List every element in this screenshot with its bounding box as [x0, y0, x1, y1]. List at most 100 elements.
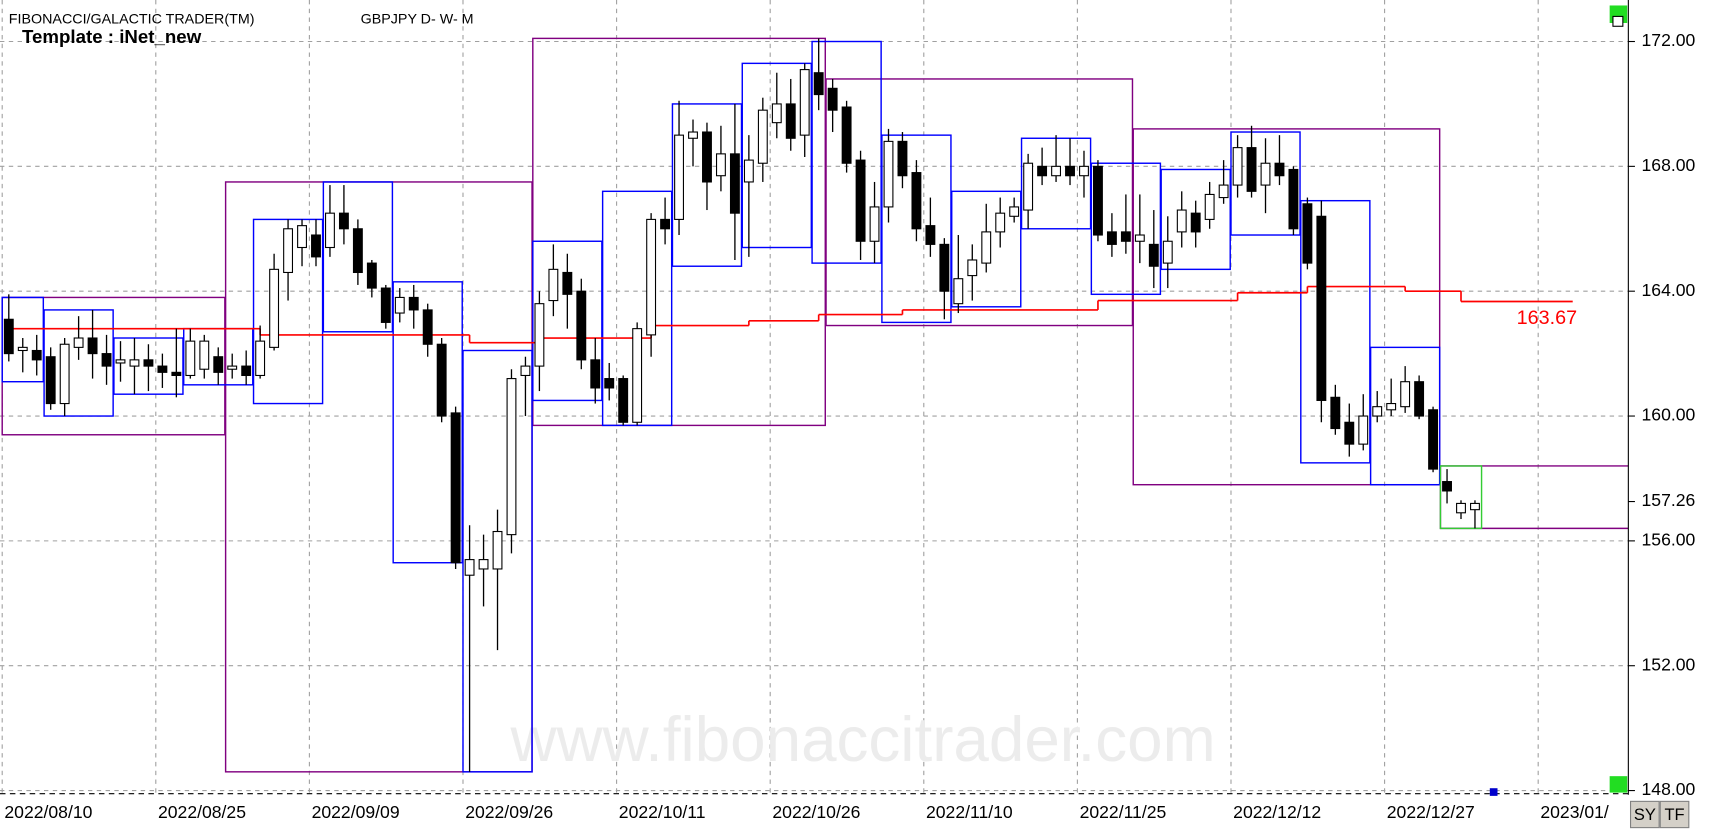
candle-body [1190, 212, 1201, 233]
weekly-box [532, 240, 603, 402]
candle-body [1162, 240, 1173, 264]
candle-body [618, 378, 629, 423]
axis-layer: 148.00 152.00 156.00 160.00 164.00 168.00 172.… [0, 0, 1696, 822]
button-frame[interactable] [1659, 800, 1690, 829]
x-tick-label: 2022/09/09 [312, 802, 400, 822]
weekly-box [881, 134, 952, 324]
candle-body [1148, 243, 1159, 267]
monthly-box [532, 37, 826, 427]
x-tick-label: 2022/10/11 [619, 802, 706, 822]
candle-body [227, 365, 238, 370]
candle-body [129, 359, 140, 367]
y-tick-label: 152.00 [1642, 654, 1696, 674]
status-indicator [1609, 776, 1628, 793]
y-tick-label: 164.00 [1642, 280, 1696, 300]
weekly-box [322, 181, 394, 333]
candle-body [995, 212, 1006, 233]
weekly-box [741, 62, 813, 249]
candle-body [1023, 162, 1034, 211]
candle-body [967, 259, 978, 277]
candle-body [981, 231, 992, 264]
candle-body [1218, 184, 1229, 199]
y-tick-label: 156.00 [1642, 530, 1696, 550]
candle-body [841, 106, 852, 164]
candle-body [813, 72, 824, 96]
candle-body [1358, 415, 1369, 445]
x-tick-label: 2022/08/25 [158, 802, 246, 822]
candle-body [1037, 165, 1048, 177]
candle-body [785, 103, 796, 139]
template-label: Template : iNet_new [22, 26, 202, 47]
candle-body [1079, 165, 1089, 177]
time-marker [1489, 788, 1498, 796]
candle-body [925, 225, 936, 245]
candle-body [1093, 165, 1103, 236]
weekly-box [43, 309, 114, 417]
candle-body [632, 328, 643, 423]
candle-body [1106, 231, 1117, 245]
candle-body [185, 340, 196, 377]
weekly-box [1439, 465, 1483, 530]
candle-body [715, 153, 726, 177]
candle-body [1302, 203, 1313, 264]
button-label[interactable]: TF [1664, 806, 1684, 824]
candle-body [1260, 162, 1271, 186]
candle-body [171, 371, 182, 377]
candle-body [338, 212, 349, 230]
candle-body [1442, 481, 1452, 492]
candle-body [869, 206, 880, 242]
candle-body [199, 340, 210, 370]
candle-body [269, 268, 280, 348]
candle-body [73, 337, 84, 348]
window-icon[interactable] [1612, 15, 1624, 27]
candle-body [548, 268, 559, 302]
candle-body [757, 109, 768, 164]
candle-body [31, 349, 42, 361]
candle-body [1400, 381, 1411, 408]
candle-body [1065, 165, 1075, 177]
button-tf[interactable]: TF [1659, 800, 1690, 829]
candle-body [1386, 403, 1397, 411]
grid-layer [0, 0, 1629, 794]
box-layer [1, 37, 1629, 773]
candle-body [1330, 396, 1341, 430]
candle-body [157, 365, 168, 373]
candle-body [297, 225, 307, 249]
weekly-box [1230, 131, 1301, 236]
candle-body [520, 365, 531, 377]
candle-body [59, 343, 70, 405]
candle-body [394, 296, 405, 314]
candle-body [3, 318, 14, 355]
y-tick-label: 172.00 [1642, 30, 1696, 50]
candle-body [101, 353, 112, 367]
candle-body [939, 243, 950, 292]
candle-body [1051, 165, 1062, 177]
candle-body [380, 287, 391, 323]
y-tick-label: 148.00 [1642, 779, 1696, 799]
button-sy[interactable]: SY [1629, 800, 1660, 829]
candle-body [450, 412, 461, 564]
level-label: 163.67 [1517, 307, 1578, 329]
weekly-box [1369, 346, 1441, 486]
button-frame[interactable] [1629, 800, 1660, 829]
candle-body [255, 340, 266, 377]
candle-body [646, 218, 657, 336]
candle-body [660, 218, 671, 230]
candle-body [1232, 147, 1243, 186]
button-label[interactable]: SY [1634, 806, 1656, 824]
candle-body [311, 234, 321, 258]
candle-body [702, 131, 712, 183]
candle-body [1456, 502, 1466, 514]
candle-body [1428, 409, 1439, 470]
candle-body [729, 153, 740, 214]
weekly-box [392, 281, 463, 564]
candle-body [1176, 209, 1187, 233]
candle-body [883, 140, 894, 208]
candle-body [506, 378, 517, 536]
weekly-box [1090, 162, 1162, 296]
weekly-box [671, 103, 743, 267]
candle-body [897, 140, 908, 177]
candle-body [464, 559, 475, 576]
candle-body [352, 228, 363, 274]
